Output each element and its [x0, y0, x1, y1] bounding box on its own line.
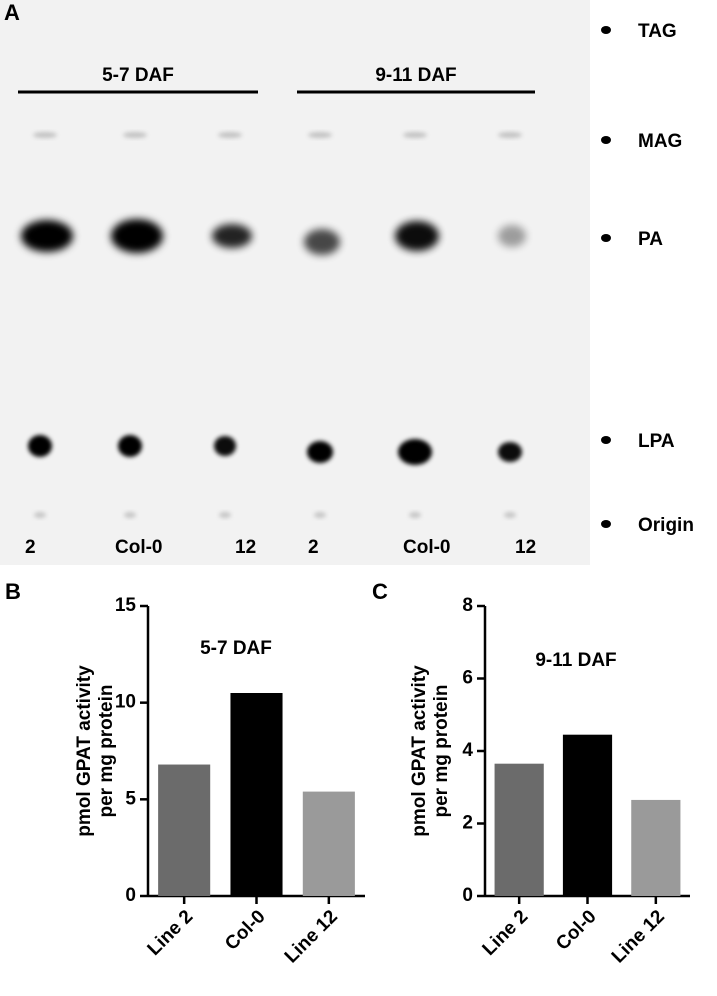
- tlc-plate: [0, 0, 590, 565]
- lane-label: Col-0: [115, 537, 163, 558]
- x-tick-label: Col-0: [221, 906, 269, 954]
- y-tick-label: 2: [462, 813, 473, 834]
- spot-origin: [314, 512, 326, 518]
- y-tick-label: 6: [462, 668, 473, 689]
- spot-mag: [308, 132, 332, 138]
- spot-lpa: [498, 442, 522, 462]
- spot-pa: [21, 220, 73, 252]
- bar: [494, 763, 544, 896]
- spot-origin: [504, 512, 516, 518]
- spot-pa: [304, 229, 340, 255]
- spot-origin: [219, 512, 231, 518]
- panel-label: C: [372, 579, 388, 604]
- marker-dot: [601, 520, 611, 528]
- spot-pa: [212, 224, 252, 248]
- spot-origin: [34, 512, 46, 518]
- y-tick-label: 15: [115, 595, 137, 616]
- y-tick-label: 5: [125, 788, 136, 809]
- y-tick-label: 0: [462, 885, 473, 906]
- spot-mag: [123, 132, 147, 138]
- spot-pa: [395, 221, 439, 251]
- marker-dot: [601, 436, 611, 444]
- spot-lpa: [307, 441, 333, 463]
- lane-label: 2: [25, 537, 36, 558]
- marker-dot: [601, 234, 611, 242]
- lane-label: 12: [235, 537, 256, 558]
- y-tick-label: 8: [462, 595, 473, 616]
- spot-pa: [498, 225, 526, 247]
- spot-mag: [218, 132, 242, 138]
- y-tick-label: 4: [462, 740, 473, 761]
- spot-mag: [403, 132, 427, 138]
- bar: [158, 764, 211, 896]
- lane-label: Col-0: [403, 537, 451, 558]
- chart-title: 9-11 DAF: [535, 650, 616, 671]
- panel-label: A: [4, 0, 20, 25]
- tlc-panel: A 5-7 DAF 9-11 DAF 2 Col-0 12 2 Col-0 12 TAG M…: [0, 0, 694, 565]
- marker-dot: [601, 136, 611, 144]
- spots: [21, 132, 526, 518]
- chart-title: 5-7 DAF: [200, 638, 272, 659]
- spot-pa: [111, 219, 163, 253]
- y-tick-label: 10: [115, 692, 136, 713]
- bar: [230, 693, 283, 896]
- spot-origin: [409, 512, 421, 518]
- y-axis-label: pmol GPAT activity: [74, 665, 95, 837]
- bar: [631, 799, 681, 896]
- spot-lpa: [214, 436, 236, 456]
- lane-labels: 2 Col-0 12 2 Col-0 12: [25, 537, 536, 558]
- x-tick-label: Line 12: [281, 906, 342, 967]
- bar-chart: B 5-7 DAF pmol GPAT activity per mg protein…: [5, 579, 365, 967]
- group-label: 9-11 DAF: [375, 65, 456, 86]
- marker-label: MAG: [638, 131, 682, 152]
- group-label: 5-7 DAF: [102, 65, 174, 86]
- bar: [302, 791, 355, 896]
- y-axis-label: pmol GPAT activity: [409, 665, 430, 837]
- bar: [562, 734, 613, 896]
- x-tick-label: Line 2: [144, 906, 198, 960]
- bar-chart: C 9-11 DAF pmol GPAT activity per mg protei…: [372, 579, 690, 967]
- spot-mag: [33, 132, 57, 138]
- x-tick-label: Col-0: [552, 906, 600, 954]
- marker-label: PA: [638, 229, 663, 250]
- lane-label: 2: [308, 537, 319, 558]
- panel-label: B: [5, 579, 21, 604]
- markers: TAG MAG PA LPA Origin: [601, 21, 694, 536]
- y-axis-label: per mg protein: [431, 684, 452, 817]
- spot-mag: [498, 132, 522, 138]
- marker-label: TAG: [638, 21, 677, 42]
- spot-lpa: [28, 435, 52, 457]
- x-tick-label: Line 2: [479, 906, 533, 960]
- y-tick-label: 0: [125, 885, 136, 906]
- spot-lpa: [118, 435, 142, 457]
- y-axis-label: per mg protein: [96, 684, 117, 817]
- lane-label: 12: [515, 537, 536, 558]
- x-tick-label: Line 12: [608, 906, 669, 967]
- marker-dot: [601, 26, 611, 34]
- marker-label: LPA: [638, 431, 675, 452]
- marker-label: Origin: [638, 515, 694, 536]
- spot-origin: [124, 512, 136, 518]
- spot-lpa: [398, 439, 432, 465]
